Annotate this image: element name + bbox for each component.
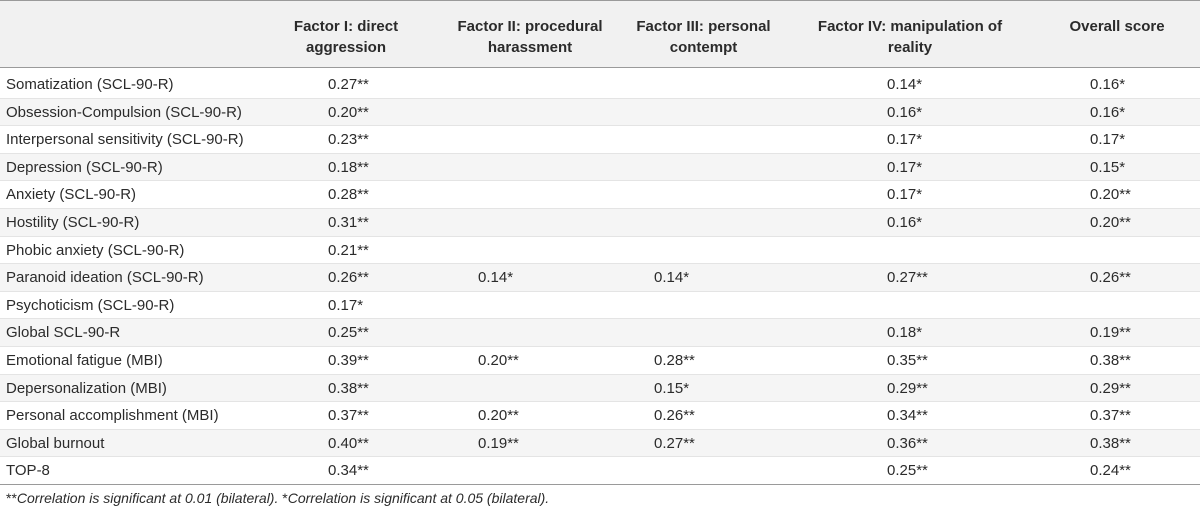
overall-score-value: 0.20** <box>1090 214 1131 231</box>
table-row: Anxiety (SCL-90-R) 0.28** 0.17* 0.20** <box>0 181 1200 209</box>
table-row: Obsession-Compulsion (SCL-90-R) 0.20** 0.1… <box>0 98 1200 127</box>
row-label: Personal accomplishment (MBI) <box>6 407 219 425</box>
row-label: Depersonalization (MBI) <box>6 379 167 397</box>
header-factor-1: Factor I: direct aggression <box>293 18 399 56</box>
overall-score-value: 0.20** <box>1090 186 1131 204</box>
footnote-mark-1: ** <box>6 490 17 506</box>
factor-1-value: 0.25** <box>328 324 369 342</box>
factor-4-value: 0.14* <box>887 76 923 93</box>
table-row: Global burnout 0.40** 0.19** 0.27** 0.36** 0.… <box>0 429 1200 458</box>
factor-4-value: 0.18* <box>887 324 923 342</box>
factor-4-value: 0.27** <box>887 269 928 287</box>
factor-3-value: 0.27** <box>654 434 695 452</box>
factor-2-value: 0.20** <box>478 352 519 369</box>
footnote-text-1: Correlation is significant at 0.01 (bila… <box>16 490 279 506</box>
factor-1-value: 0.37** <box>328 407 369 425</box>
factor-4-value: 0.16* <box>887 214 923 231</box>
factor-4-value: 0.36** <box>887 434 928 452</box>
overall-score-value: 0.37** <box>1090 407 1131 425</box>
overall-score-value: 0.38** <box>1090 434 1131 452</box>
factor-1-value: 0.40** <box>328 434 369 452</box>
table-row: TOP-8 0.34** 0.25** 0.24** <box>0 457 1200 485</box>
overall-score-value: 0.16* <box>1090 76 1126 93</box>
factor-1-value: 0.23** <box>328 131 369 149</box>
factor-2-value: 0.19** <box>478 434 519 452</box>
factor-1-value: 0.17* <box>328 296 364 314</box>
factor-1-value: 0.18** <box>328 158 369 176</box>
factor-4-value: 0.25** <box>887 462 928 480</box>
header-factor-3: Factor III: personal contempt <box>636 18 771 56</box>
factor-1-value: 0.31** <box>328 214 369 231</box>
factor-1-value: 0.28** <box>328 186 369 204</box>
factor-4-value: 0.16* <box>887 103 923 121</box>
row-label: Hostility (SCL-90-R) <box>6 214 140 231</box>
overall-score-value: 0.24** <box>1090 462 1131 480</box>
table-row: Depression (SCL-90-R) 0.18** 0.17* 0.15* <box>0 153 1200 182</box>
row-label: Somatization (SCL-90-R) <box>6 76 174 93</box>
row-label: Depression (SCL-90-R) <box>6 158 163 176</box>
table-row: Interpersonal sensitivity (SCL-90-R) 0.23… <box>0 126 1200 154</box>
table-header-row: Factor I: direct aggression Factor II: p… <box>0 0 1200 68</box>
factor-3-value: 0.26** <box>654 407 695 425</box>
overall-score-value: 0.29** <box>1090 379 1131 397</box>
factor-4-value: 0.29** <box>887 379 928 397</box>
table-row: Hostility (SCL-90-R) 0.31** 0.16* 0.20** <box>0 209 1200 237</box>
factor-4-value: 0.17* <box>887 186 923 204</box>
factor-3-value: 0.15* <box>654 379 690 397</box>
overall-score-value: 0.26** <box>1090 269 1131 287</box>
factor-2-value: 0.14* <box>478 269 514 287</box>
factor-4-value: 0.34** <box>887 407 928 425</box>
row-label: Paranoid ideation (SCL-90-R) <box>6 269 204 287</box>
table-footnote: **Correlation is significant at 0.01 (bi… <box>6 489 549 507</box>
overall-score-value: 0.15* <box>1090 158 1126 176</box>
row-label: Interpersonal sensitivity (SCL-90-R) <box>6 131 244 149</box>
overall-score-value: 0.17* <box>1090 131 1126 149</box>
row-label: Anxiety (SCL-90-R) <box>6 186 137 204</box>
row-label: Global burnout <box>6 434 105 452</box>
factor-1-value: 0.39** <box>328 352 369 369</box>
table-row: Phobic anxiety (SCL-90-R) 0.21** <box>0 237 1200 265</box>
factor-2-value: 0.20** <box>478 407 519 425</box>
header-factor-4: Factor IV: manipulation of reality <box>817 18 1003 56</box>
overall-score-value: 0.38** <box>1090 352 1131 369</box>
factor-3-value: 0.28** <box>654 352 695 369</box>
table-row: Psychoticism (SCL-90-R) 0.17* <box>0 292 1200 320</box>
table-row: Paranoid ideation (SCL-90-R) 0.26** 0.14* 0… <box>0 264 1200 292</box>
table-row: Personal accomplishment (MBI) 0.37** 0.20*… <box>0 402 1200 430</box>
row-label: Emotional fatigue (MBI) <box>6 352 163 369</box>
factor-1-value: 0.21** <box>328 241 369 259</box>
factor-4-value: 0.17* <box>887 158 923 176</box>
overall-score-value: 0.19** <box>1090 324 1131 342</box>
overall-score-value: 0.16* <box>1090 103 1126 121</box>
table-row: Emotional fatigue (MBI) 0.39** 0.20** 0.28*… <box>0 347 1200 375</box>
table-row: Somatization (SCL-90-R) 0.27** 0.14* 0.16* <box>0 71 1200 99</box>
row-label: Phobic anxiety (SCL-90-R) <box>6 241 185 259</box>
header-factor-2: Factor II: procedural harassment <box>457 18 603 56</box>
row-label: Psychoticism (SCL-90-R) <box>6 296 175 314</box>
row-label: Obsession-Compulsion (SCL-90-R) <box>6 103 242 121</box>
factor-1-value: 0.27** <box>328 76 369 93</box>
row-label: Global SCL-90-R <box>6 324 121 342</box>
row-label: TOP-8 <box>6 462 50 480</box>
table-row: Global SCL-90-R 0.25** 0.18* 0.19** <box>0 319 1200 347</box>
footnote-text-2: Correlation is significant at 0.05 (bila… <box>287 490 550 506</box>
factor-4-value: 0.17* <box>887 131 923 149</box>
header-overall-score: Overall score <box>1069 18 1165 35</box>
table-row: Depersonalization (MBI) 0.38** 0.15* 0.29**… <box>0 374 1200 403</box>
factor-1-value: 0.26** <box>328 269 369 287</box>
footnote-mark-2: * <box>278 490 288 506</box>
factor-4-value: 0.35** <box>887 352 928 369</box>
factor-1-value: 0.34** <box>328 462 369 480</box>
factor-3-value: 0.14* <box>654 269 690 287</box>
factor-1-value: 0.20** <box>328 103 369 121</box>
factor-1-value: 0.38** <box>328 379 369 397</box>
